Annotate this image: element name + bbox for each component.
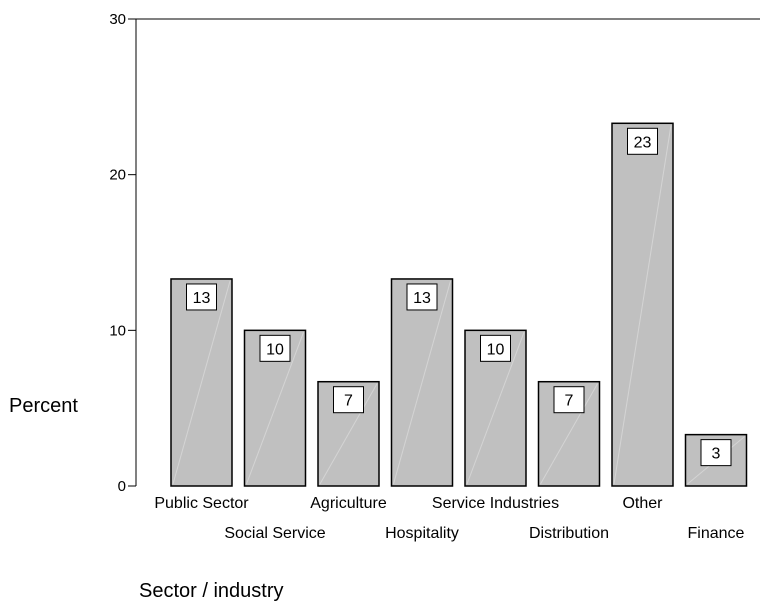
y-tick-label: 0 xyxy=(118,478,126,495)
x-category-label: Service Industries xyxy=(432,495,559,512)
x-category-label: Finance xyxy=(688,525,745,542)
bar-group: 3 xyxy=(684,433,748,487)
data-label-box xyxy=(259,334,291,362)
y-tick-label: 30 xyxy=(109,11,126,28)
bar-highlight xyxy=(466,332,525,485)
bar-group: 7 xyxy=(317,380,380,487)
x-category-label: Hospitality xyxy=(385,525,459,542)
axes: 0 10 20 30 xyxy=(109,11,760,495)
bar-group: 13 xyxy=(390,278,454,487)
bar-group: 23 xyxy=(611,122,674,487)
data-label: 13 xyxy=(413,290,431,307)
bar-highlight xyxy=(613,125,672,485)
data-label-box xyxy=(627,127,658,155)
data-label-box xyxy=(700,439,732,467)
data-label: 3 xyxy=(712,446,721,463)
data-label: 7 xyxy=(565,393,574,410)
bar-highlight xyxy=(540,383,598,485)
bar-highlight xyxy=(172,280,231,485)
bar-group: 10 xyxy=(243,329,307,487)
y-axis-ticks: 0 10 20 30 xyxy=(109,11,136,495)
data-label: 13 xyxy=(193,290,211,307)
y-axis-title: Percent xyxy=(9,395,78,417)
y-tick-label: 10 xyxy=(109,322,126,339)
data-label-box xyxy=(406,283,438,311)
x-category-label: Public Sector xyxy=(154,495,249,512)
x-axis-category-labels: Public Sector Social Service Agriculture Ho… xyxy=(154,495,744,542)
bar-highlight xyxy=(319,383,378,485)
data-label-box xyxy=(480,334,511,362)
data-label-box xyxy=(333,386,364,414)
data-label-box xyxy=(553,386,585,414)
data-label: 7 xyxy=(344,393,353,410)
bar-highlight xyxy=(393,280,451,485)
bar-group: 10 xyxy=(464,329,527,487)
x-axis-title: Sector / industry xyxy=(139,580,284,602)
bar-group: 7 xyxy=(537,380,601,487)
data-label: 23 xyxy=(634,134,652,151)
x-category-label: Other xyxy=(622,495,663,512)
data-label: 10 xyxy=(266,341,284,358)
x-category-label: Social Service xyxy=(224,525,325,542)
x-category-label: Agriculture xyxy=(310,495,387,512)
data-label: 10 xyxy=(487,341,505,358)
bar-highlight xyxy=(246,332,304,485)
bars: 13 10 7 13 10 7 23 3 xyxy=(170,122,748,487)
bar-group: 13 xyxy=(170,278,233,487)
data-label-box xyxy=(186,283,217,311)
x-category-label: Distribution xyxy=(529,525,609,542)
y-tick-label: 20 xyxy=(109,167,126,184)
